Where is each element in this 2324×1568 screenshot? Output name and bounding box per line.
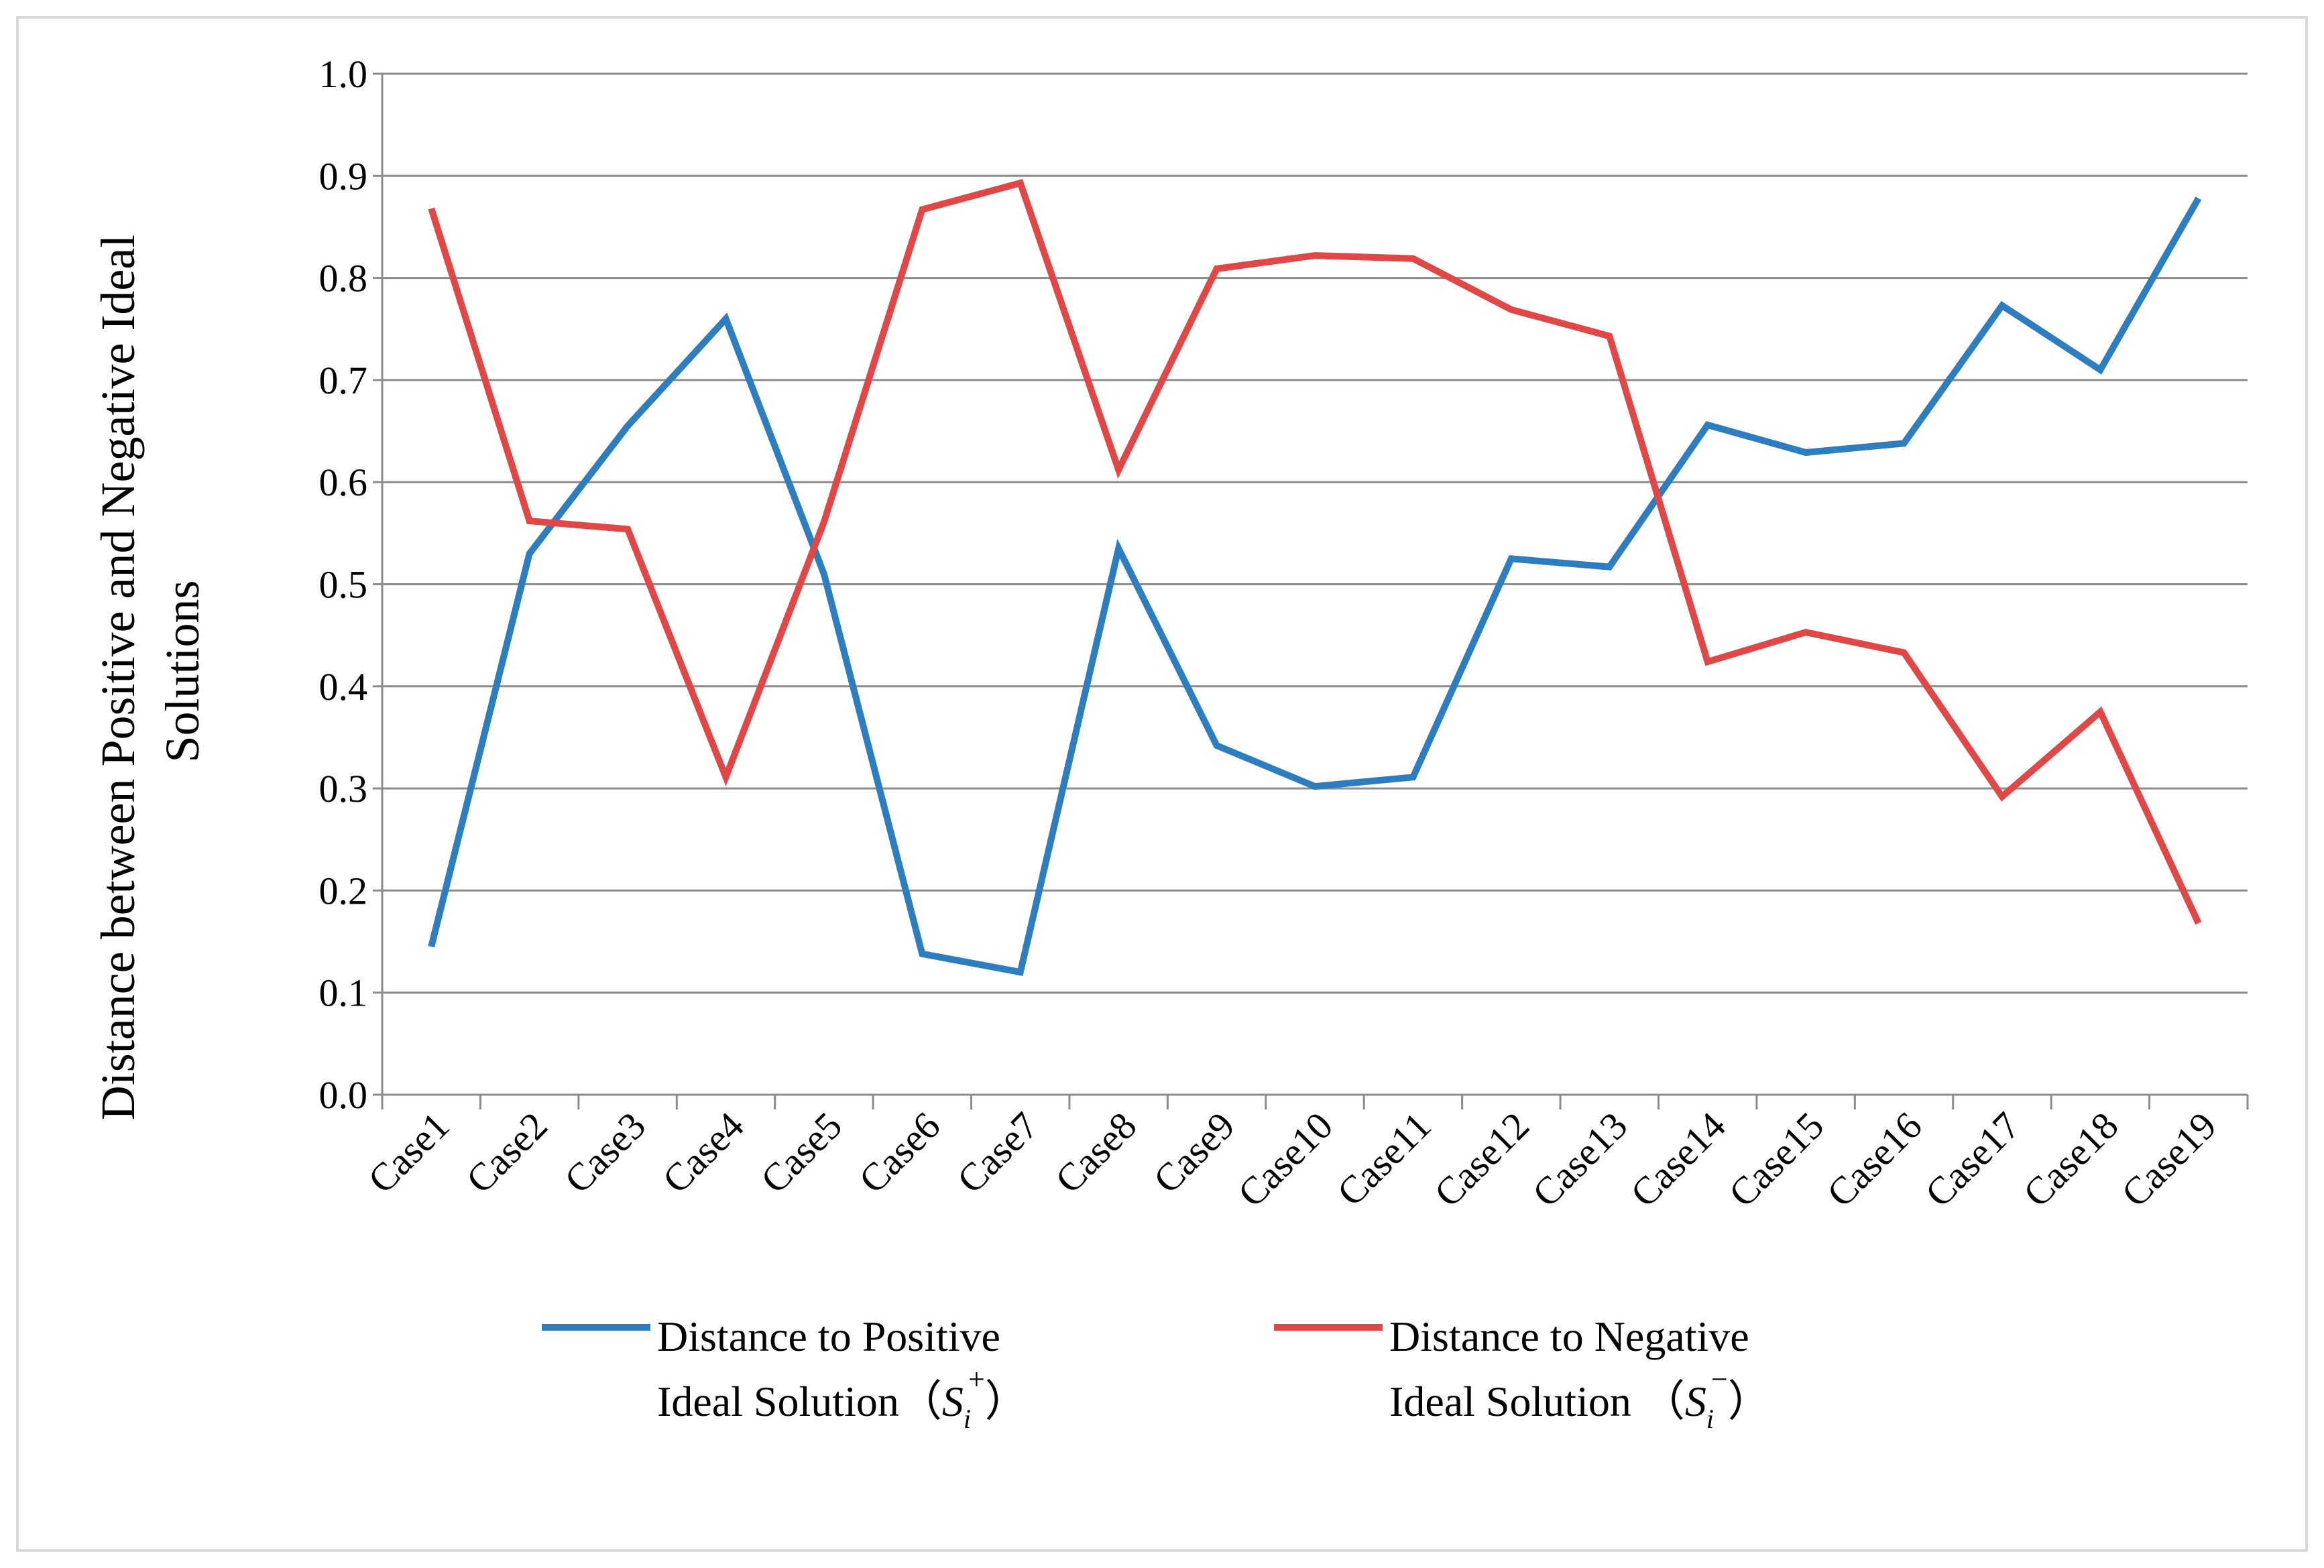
x-tick-label: Case17 <box>1916 1103 2028 1215</box>
y-tick-labels: 0.0 0.1 0.2 0.3 0.4 0.5 0.6 0.7 0.8 0.9 1.0 <box>319 52 368 1117</box>
x-tick-label: Case5 <box>752 1103 850 1201</box>
chart-frame <box>16 16 2308 1552</box>
legend-symbol-negative: S <box>1685 1378 1706 1425</box>
x-tick-label: Case4 <box>654 1103 752 1201</box>
y-axis-label: Distance between Positive and Negative I… <box>91 223 209 1121</box>
x-tick-label: Case9 <box>1145 1103 1243 1201</box>
x-tick-label: Case10 <box>1229 1103 1341 1215</box>
y-tick-label: 0.7 <box>319 359 368 402</box>
legend: Distance to Positive Ideal Solution（Si+）… <box>542 1313 1771 1434</box>
y-axis-label-line2: Solutions <box>156 580 209 762</box>
axes <box>373 72 2249 1109</box>
legend-sub-negative: i <box>1706 1404 1714 1434</box>
legend-item-positive[interactable]: Distance to Positive Ideal Solution（Si +） <box>542 1313 1028 1434</box>
x-tick-label: Case13 <box>1524 1103 1636 1215</box>
y-tick-label: 0.0 <box>319 1073 368 1117</box>
x-tick-label: Case15 <box>1721 1103 1833 1215</box>
x-tick-label: Case7 <box>949 1103 1047 1201</box>
series-lines <box>428 178 2202 976</box>
x-tick-label: Case8 <box>1047 1103 1145 1201</box>
y-tick-label: 1.0 <box>319 52 368 96</box>
x-tick-label: Case11 <box>1328 1103 1439 1214</box>
series-line-positive <box>428 196 2202 976</box>
legend-close-positive: ） <box>985 1378 1028 1425</box>
x-tick-label: Case19 <box>2113 1103 2225 1215</box>
y-tick-label: 0.1 <box>319 971 368 1015</box>
legend-symbol-positive: S <box>942 1378 964 1425</box>
legend-label-positive-text: Ideal Solution（ <box>657 1378 942 1425</box>
y-tick-label: 0.9 <box>319 154 368 198</box>
legend-label-positive-line2: Ideal Solution（Si +） <box>657 1363 1028 1434</box>
legend-label-positive-line1: Distance to Positive <box>657 1313 1000 1360</box>
y-axis-label-line1: Distance between Positive and Negative I… <box>91 235 145 1121</box>
legend-label-negative-line1: Distance to Negative <box>1389 1313 1749 1360</box>
x-tick-label: Case3 <box>556 1103 654 1201</box>
x-tick-label: Case18 <box>2015 1103 2127 1215</box>
x-tick-label: Case16 <box>1818 1103 1930 1215</box>
y-tick-label: 0.8 <box>319 257 368 300</box>
x-tick-label: Case1 <box>359 1103 457 1201</box>
legend-close-negative: ） <box>1728 1378 1771 1425</box>
x-tick-label: Case12 <box>1426 1103 1537 1215</box>
legend-sub-positive: i <box>964 1404 971 1434</box>
x-tick-label: Case2 <box>458 1103 556 1201</box>
legend-sup-negative: − <box>1711 1363 1728 1396</box>
legend-item-negative[interactable]: Distance to Negative Ideal Solution （Si −… <box>1274 1313 1771 1434</box>
y-tick-label: 0.6 <box>319 461 368 504</box>
y-tick-label: 0.2 <box>319 869 368 912</box>
x-tick-label: Case14 <box>1622 1103 1734 1215</box>
series-line-negative <box>428 178 2202 925</box>
legend-sup-positive: + <box>968 1363 985 1396</box>
x-tick-label: Case6 <box>850 1103 948 1201</box>
x-tick-labels: Case1 Case2 Case3 Case4 Case5 Case6 Case7 Case8… <box>359 1103 2225 1215</box>
y-tick-label: 0.3 <box>319 767 368 810</box>
gridlines <box>382 72 2248 1096</box>
y-tick-label: 0.4 <box>319 665 368 709</box>
legend-label-negative-line2: Ideal Solution （Si −） <box>1389 1363 1771 1434</box>
legend-label-negative-text: Ideal Solution （ <box>1389 1378 1685 1425</box>
y-tick-label: 0.5 <box>319 563 368 607</box>
